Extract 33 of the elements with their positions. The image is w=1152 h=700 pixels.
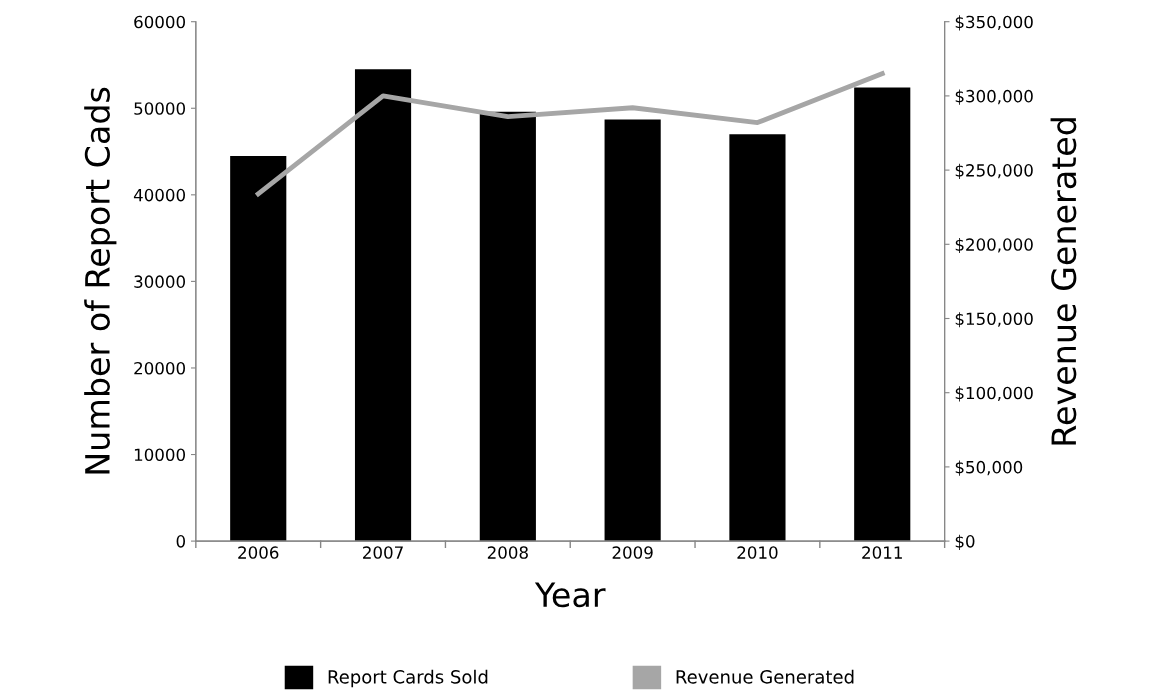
y2-tick-label: $50,000 — [955, 460, 1023, 476]
y2-tick-label: $350,000 — [955, 15, 1033, 31]
x-tick-label: 2008 — [487, 546, 528, 559]
y-tick-label: 40000 — [133, 188, 186, 202]
y2-tick-label: $250,000 — [955, 163, 1033, 179]
x-tick-label: 2011 — [862, 546, 902, 559]
line-series — [255, 71, 885, 197]
legend-label: Revenue Generated — [676, 669, 854, 684]
x-tick-label: 2009 — [612, 546, 653, 559]
y2-tick-label: $150,000 — [955, 312, 1033, 328]
x-tick-label: 2010 — [737, 546, 778, 559]
x-tick-label: 2006 — [238, 546, 279, 559]
y-tick-label: 20000 — [134, 361, 186, 375]
bar — [479, 111, 536, 542]
bar — [854, 87, 911, 542]
y2-axis-title: Revenue Generated — [1050, 118, 1077, 445]
x-axis-title: Year — [534, 582, 606, 608]
legend-label: Report Cards Sold — [328, 669, 488, 688]
y-tick-label: 60000 — [134, 15, 186, 29]
bar — [230, 155, 287, 542]
x-tick-label: 2007 — [363, 546, 403, 559]
y2-tick-label: $300,000 — [955, 89, 1033, 105]
y-tick-label: 50000 — [134, 102, 186, 115]
bar — [729, 134, 786, 542]
bar — [354, 69, 412, 542]
y2-tick-label: $0 — [955, 534, 975, 550]
y-axis-title: Number of Report Cads — [84, 87, 117, 474]
bar — [604, 119, 661, 542]
y-tick-label: 0 — [176, 535, 186, 548]
y-tick-label: 30000 — [134, 275, 186, 288]
y2-tick-label: $200,000 — [955, 237, 1033, 254]
y2-tick-label: $100,000 — [955, 386, 1033, 402]
y-tick-label: 10000 — [134, 448, 186, 462]
